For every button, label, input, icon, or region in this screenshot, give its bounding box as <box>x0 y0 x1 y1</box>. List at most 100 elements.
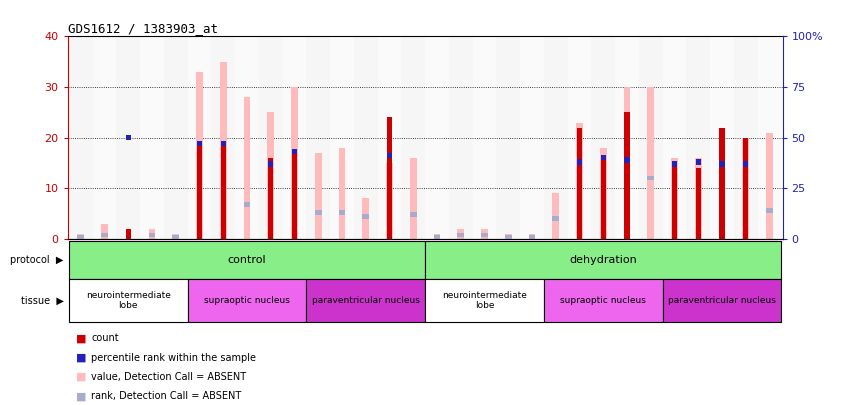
Bar <box>259 36 283 239</box>
Text: percentile rank within the sample: percentile rank within the sample <box>91 353 256 362</box>
Bar <box>315 153 321 239</box>
Bar <box>505 234 512 239</box>
Bar <box>552 194 559 239</box>
Bar <box>458 229 464 239</box>
Bar <box>149 232 156 237</box>
Text: count: count <box>91 333 119 343</box>
Text: supraoptic nucleus: supraoptic nucleus <box>204 296 290 305</box>
Bar <box>425 241 782 279</box>
Bar <box>125 229 131 239</box>
Text: tissue  ▶: tissue ▶ <box>20 296 63 306</box>
Bar <box>173 234 179 239</box>
Bar <box>695 158 701 239</box>
Bar <box>449 36 473 239</box>
Bar <box>577 160 582 164</box>
Bar <box>221 143 226 239</box>
Bar <box>292 149 297 154</box>
Bar <box>473 36 497 239</box>
Bar <box>695 168 700 239</box>
Bar <box>354 36 377 239</box>
Bar <box>78 234 84 239</box>
Bar <box>497 36 520 239</box>
Bar <box>306 36 330 239</box>
Bar <box>601 156 606 160</box>
Bar <box>481 232 488 237</box>
Bar <box>743 162 749 166</box>
Text: control: control <box>228 255 266 265</box>
Bar <box>672 162 677 166</box>
Text: GDS1612 / 1383903_at: GDS1612 / 1383903_at <box>68 22 217 35</box>
Bar <box>577 128 582 239</box>
Bar <box>102 224 107 239</box>
Text: ■: ■ <box>76 372 86 382</box>
Bar <box>196 72 203 239</box>
Bar <box>149 229 156 239</box>
Bar <box>671 158 678 239</box>
Bar <box>78 234 84 239</box>
Text: paraventricular nucleus: paraventricular nucleus <box>312 296 420 305</box>
Bar <box>125 135 131 140</box>
Bar <box>69 36 92 239</box>
Text: dehydration: dehydration <box>569 255 637 265</box>
Bar <box>197 141 202 146</box>
Bar <box>102 232 107 237</box>
Bar <box>283 36 306 239</box>
Bar <box>552 216 559 221</box>
Bar <box>544 279 662 322</box>
Bar <box>662 36 686 239</box>
Bar <box>647 87 654 239</box>
Bar <box>615 36 639 239</box>
Bar <box>244 202 250 207</box>
Bar <box>235 36 259 239</box>
Bar <box>425 36 449 239</box>
Bar <box>766 133 772 239</box>
Bar <box>434 234 440 239</box>
Bar <box>69 241 425 279</box>
Bar <box>647 176 654 181</box>
Bar <box>338 210 345 215</box>
Bar <box>766 208 772 213</box>
Bar <box>188 279 306 322</box>
Bar <box>520 36 544 239</box>
Bar <box>758 36 782 239</box>
Text: ■: ■ <box>76 353 86 362</box>
Bar <box>315 210 321 215</box>
Bar <box>362 198 369 239</box>
Text: neurointermediate
lobe: neurointermediate lobe <box>85 291 171 310</box>
Bar <box>292 153 297 239</box>
Bar <box>140 36 164 239</box>
Bar <box>695 160 700 164</box>
Bar <box>529 234 536 239</box>
Bar <box>529 234 536 239</box>
Bar <box>601 158 606 239</box>
Text: paraventricular nucleus: paraventricular nucleus <box>668 296 776 305</box>
Bar <box>117 36 140 239</box>
Bar <box>710 36 733 239</box>
Bar <box>718 138 725 239</box>
Bar <box>291 87 298 239</box>
Bar <box>306 279 425 322</box>
Bar <box>743 138 749 239</box>
Bar <box>244 97 250 239</box>
Text: supraoptic nucleus: supraoptic nucleus <box>560 296 646 305</box>
Text: protocol  ▶: protocol ▶ <box>10 255 63 265</box>
Bar <box>268 162 273 166</box>
Bar <box>401 36 425 239</box>
Bar <box>434 234 440 239</box>
Bar <box>425 279 544 322</box>
Bar <box>221 141 226 146</box>
Bar <box>719 162 725 166</box>
Bar <box>173 234 179 239</box>
Bar <box>686 36 710 239</box>
Bar <box>591 36 615 239</box>
Bar <box>624 87 630 239</box>
Text: ■: ■ <box>76 392 86 401</box>
Bar <box>576 122 583 239</box>
Text: value, Detection Call = ABSENT: value, Detection Call = ABSENT <box>91 372 246 382</box>
Bar <box>387 117 392 239</box>
Bar <box>410 158 416 239</box>
Bar <box>639 36 662 239</box>
Bar <box>197 143 202 239</box>
Bar <box>719 128 725 239</box>
Bar <box>268 158 273 239</box>
